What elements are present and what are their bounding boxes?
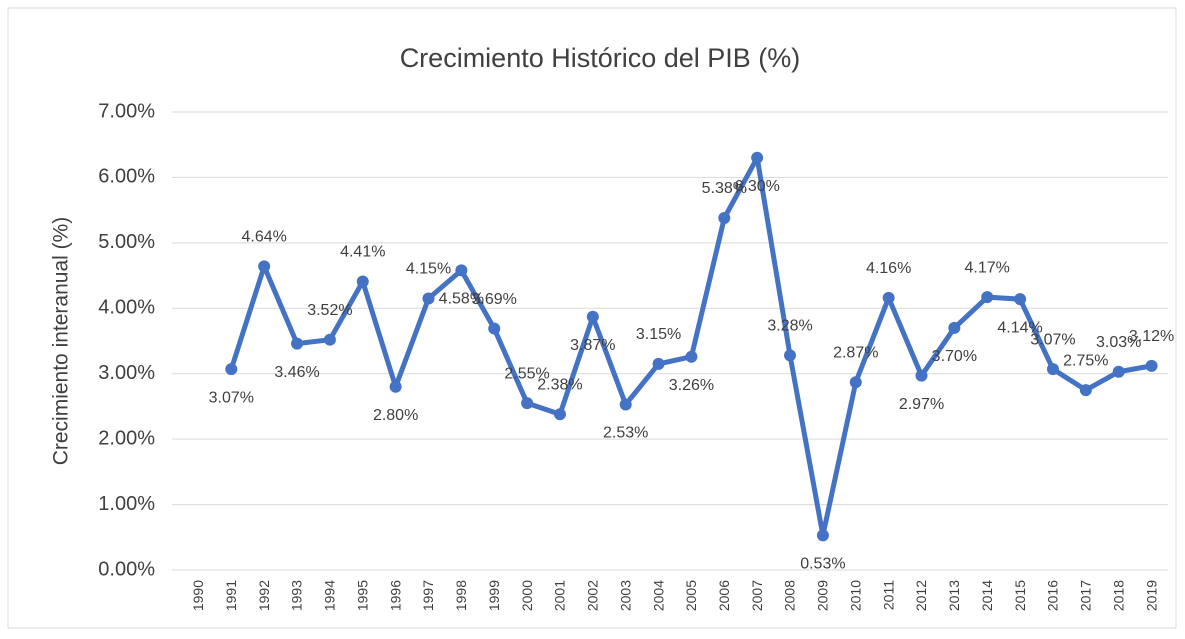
y-tick-label: 0.00% bbox=[98, 558, 155, 580]
data-label: 2.80% bbox=[373, 407, 418, 424]
x-tick-label: 2000 bbox=[519, 580, 535, 611]
x-tick-label: 2019 bbox=[1143, 580, 1159, 611]
data-label: 5.38% bbox=[702, 180, 747, 197]
data-label: 2.97% bbox=[899, 396, 944, 413]
data-label: 3.87% bbox=[570, 337, 615, 354]
data-point bbox=[1112, 365, 1125, 378]
y-axis-label: Crecimiento interanual (%) bbox=[50, 217, 73, 466]
data-label: 2.53% bbox=[603, 425, 648, 442]
x-tick-label: 2001 bbox=[552, 580, 568, 611]
x-tick-label: 1998 bbox=[453, 580, 469, 611]
x-tick-label: 1994 bbox=[322, 580, 338, 611]
x-tick-label: 2018 bbox=[1110, 580, 1126, 611]
x-tick-label: 2004 bbox=[650, 580, 666, 611]
data-point bbox=[258, 260, 271, 273]
data-label: 4.15% bbox=[406, 261, 451, 278]
data-point bbox=[915, 369, 928, 382]
data-label: 3.46% bbox=[274, 364, 319, 381]
y-tick-label: 4.00% bbox=[98, 297, 155, 319]
data-label: 3.70% bbox=[932, 348, 977, 365]
data-label: 3.03% bbox=[1096, 334, 1141, 351]
data-point bbox=[521, 397, 534, 410]
x-tick-label: 2010 bbox=[847, 580, 863, 611]
data-point bbox=[685, 350, 698, 363]
data-label: 4.41% bbox=[340, 244, 385, 261]
x-tick-label: 1996 bbox=[387, 580, 403, 611]
data-label: 4.17% bbox=[965, 259, 1010, 276]
data-point bbox=[389, 380, 402, 393]
x-tick-label: 1999 bbox=[486, 580, 502, 611]
data-point bbox=[751, 151, 764, 164]
x-tick-label: 2013 bbox=[946, 580, 962, 611]
data-point bbox=[455, 264, 468, 277]
data-point bbox=[225, 363, 238, 376]
y-tick-label: 6.00% bbox=[98, 166, 155, 188]
x-tick-label: 2015 bbox=[1012, 580, 1028, 611]
data-label: 3.07% bbox=[209, 389, 254, 406]
chart-title: Crecimiento Histórico del PIB (%) bbox=[400, 43, 801, 73]
data-label: 4.58% bbox=[439, 291, 484, 308]
x-tick-label: 2003 bbox=[617, 580, 633, 611]
data-label: 3.28% bbox=[767, 318, 812, 335]
data-label: 3.15% bbox=[636, 326, 681, 343]
data-point bbox=[422, 292, 435, 305]
x-tick-label: 2011 bbox=[880, 580, 896, 610]
data-point bbox=[586, 310, 599, 323]
x-tick-label: 1992 bbox=[256, 580, 272, 611]
data-label: 2.75% bbox=[1063, 352, 1108, 369]
data-point bbox=[356, 275, 369, 288]
data-label: 0.53% bbox=[800, 556, 845, 573]
data-point bbox=[948, 321, 961, 334]
data-point bbox=[652, 357, 665, 370]
data-point bbox=[619, 398, 632, 411]
x-tick-label: 1990 bbox=[190, 580, 206, 611]
data-label: 2.87% bbox=[833, 344, 878, 361]
x-tick-label: 2002 bbox=[585, 580, 601, 611]
data-label: 2.55% bbox=[504, 365, 549, 382]
y-tick-label: 7.00% bbox=[98, 100, 155, 122]
data-point bbox=[784, 349, 797, 362]
data-point bbox=[1145, 359, 1158, 372]
data-point bbox=[553, 408, 566, 421]
data-point bbox=[849, 376, 862, 389]
y-tick-label: 2.00% bbox=[98, 427, 155, 449]
x-tick-label: 1991 bbox=[223, 580, 239, 611]
x-tick-label: 2009 bbox=[815, 580, 831, 611]
data-point bbox=[981, 291, 994, 304]
data-label: 3.26% bbox=[669, 377, 714, 394]
data-point bbox=[488, 322, 501, 335]
data-label: 4.14% bbox=[997, 319, 1042, 336]
data-point bbox=[1079, 384, 1092, 397]
x-tick-label: 1995 bbox=[354, 580, 370, 611]
data-point bbox=[1046, 363, 1059, 376]
data-point bbox=[323, 333, 336, 346]
data-label: 6.30% bbox=[734, 178, 779, 195]
data-label: 4.16% bbox=[866, 260, 911, 277]
x-tick-label: 2017 bbox=[1078, 580, 1094, 611]
x-tick-label: 2006 bbox=[716, 580, 732, 611]
data-point bbox=[1014, 293, 1027, 306]
x-tick-label: 2008 bbox=[782, 580, 798, 611]
y-tick-label: 5.00% bbox=[98, 231, 155, 253]
data-label: 2.38% bbox=[537, 376, 582, 393]
data-label: 4.64% bbox=[241, 229, 286, 246]
y-tick-label: 3.00% bbox=[98, 362, 155, 384]
x-tick-label: 1997 bbox=[420, 580, 436, 611]
x-tick-label: 2016 bbox=[1045, 580, 1061, 611]
data-label: 3.12% bbox=[1129, 328, 1174, 345]
x-tick-label: 1993 bbox=[289, 580, 305, 611]
x-tick-label: 2007 bbox=[749, 580, 765, 611]
data-label: 3.69% bbox=[472, 291, 517, 308]
data-label: 3.07% bbox=[1030, 331, 1075, 348]
data-label: 3.52% bbox=[307, 302, 352, 319]
x-tick-label: 2005 bbox=[683, 580, 699, 611]
y-tick-label: 1.00% bbox=[98, 493, 155, 515]
data-point bbox=[882, 291, 895, 304]
data-point bbox=[291, 337, 304, 350]
x-tick-label: 2014 bbox=[979, 580, 995, 611]
data-point bbox=[718, 211, 731, 224]
data-point bbox=[816, 529, 829, 542]
x-tick-label: 2012 bbox=[913, 580, 929, 611]
